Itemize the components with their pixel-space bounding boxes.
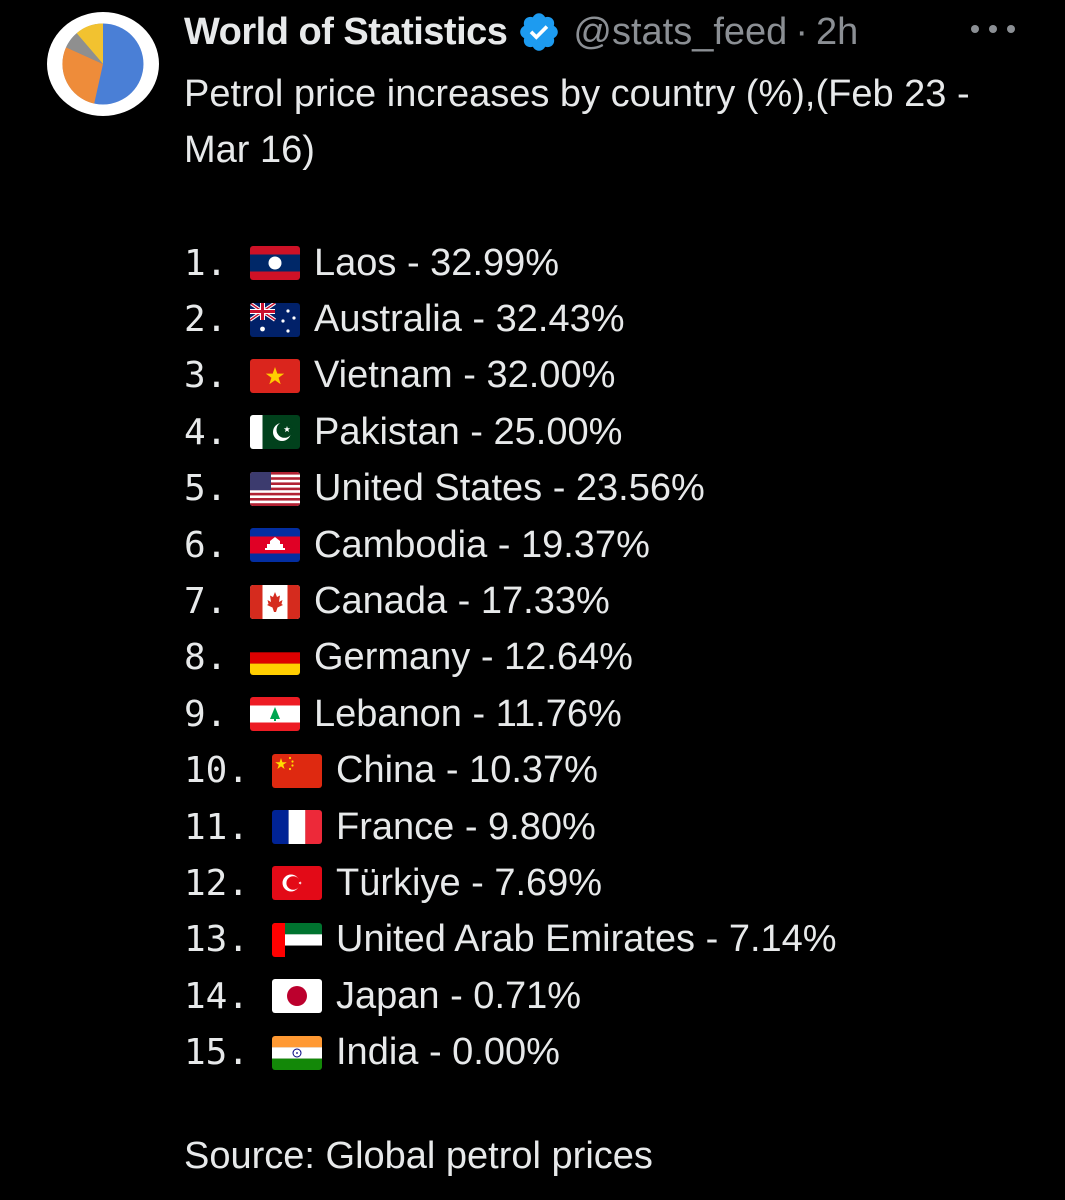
list-item: 1. Laos - 32.99%: [184, 235, 837, 291]
rank-number: 15.: [184, 1032, 250, 1074]
list-item: 13. United Arab Emirates - 7.14%: [184, 912, 837, 968]
list-item: 12. Türkiye - 7.69%: [184, 855, 837, 911]
country-label: United Arab Emirates - 7.14%: [336, 918, 837, 961]
verified-badge-icon: [520, 13, 559, 51]
more-dot: [1007, 25, 1015, 33]
rank-number: 4.: [184, 411, 228, 453]
rank-number: 6.: [184, 524, 228, 566]
rank-number: 2.: [184, 299, 228, 341]
list-item: 2. Australia - 32.43%: [184, 291, 837, 347]
rank-number: 1.: [184, 242, 228, 284]
author-name[interactable]: World of Statistics: [184, 10, 508, 53]
list-item: 11. France - 9.80%: [184, 799, 837, 855]
cambodia-flag-icon: [250, 528, 300, 563]
rank-number: 8.: [184, 637, 228, 679]
post-time[interactable]: 2h: [815, 10, 859, 53]
germany-flag-icon: [250, 640, 300, 675]
list-item: 4. Pakistan - 25.00%: [184, 404, 837, 460]
country-label: India - 0.00%: [336, 1031, 560, 1074]
lebanon-flag-icon: [250, 697, 300, 732]
ranking-list: 1. Laos - 32.99% 2. Australia - 32.43% 3…: [184, 235, 837, 1081]
avatar[interactable]: [47, 12, 159, 116]
rank-number: 13.: [184, 919, 250, 961]
author-handle[interactable]: @stats_feed: [573, 10, 788, 53]
list-item: 10. China - 10.37%: [184, 743, 837, 799]
post-title: Petrol price increases by country (%),(F…: [184, 73, 970, 171]
more-dot: [971, 25, 979, 33]
more-options-icon[interactable]: [971, 14, 1015, 44]
country-label: Lebanon - 11.76%: [314, 692, 622, 735]
rank-number: 5.: [184, 468, 228, 510]
china-flag-icon: [272, 753, 322, 788]
country-label: Canada - 17.33%: [314, 580, 610, 623]
country-label: Vietnam - 32.00%: [314, 354, 616, 397]
vietnam-flag-icon: [250, 358, 300, 393]
rank-number: 7.: [184, 581, 228, 623]
pie-chart-avatar-icon: [62, 23, 144, 105]
japan-flag-icon: [272, 979, 322, 1014]
list-item: 3. Vietnam - 32.00%: [184, 348, 837, 404]
list-item: 15. India - 0.00%: [184, 1024, 837, 1080]
country-label: Australia - 32.43%: [314, 298, 625, 341]
uae-flag-icon: [272, 922, 322, 957]
list-item: 8. Germany - 12.64%: [184, 630, 837, 686]
list-item: 5. United States - 23.56%: [184, 461, 837, 517]
post-header: World of Statistics @stats_feed · 2h: [184, 8, 858, 56]
rank-number: 10.: [184, 750, 250, 792]
australia-flag-icon: [250, 302, 300, 337]
turkiye-flag-icon: [272, 866, 322, 901]
list-item: 7. Canada - 17.33%: [184, 573, 837, 629]
country-label: Germany - 12.64%: [314, 636, 633, 679]
rank-number: 12.: [184, 862, 250, 904]
country-label: France - 9.80%: [336, 805, 596, 848]
usa-flag-icon: [250, 471, 300, 506]
rank-number: 14.: [184, 975, 250, 1017]
list-item: 14. Japan - 0.71%: [184, 968, 837, 1024]
separator-dot: ·: [795, 10, 808, 53]
rank-number: 9.: [184, 693, 228, 735]
laos-flag-icon: [250, 246, 300, 281]
india-flag-icon: [272, 1035, 322, 1070]
country-label: China - 10.37%: [336, 749, 598, 792]
country-label: Pakistan - 25.00%: [314, 410, 623, 453]
rank-number: 11.: [184, 806, 250, 848]
pakistan-flag-icon: [250, 415, 300, 450]
country-label: United States - 23.56%: [314, 467, 705, 510]
country-label: Laos - 32.99%: [314, 241, 560, 284]
list-item: 6. Cambodia - 19.37%: [184, 517, 837, 573]
country-label: Cambodia - 19.37%: [314, 523, 650, 566]
country-label: Türkiye - 7.69%: [336, 861, 603, 904]
canada-flag-icon: [250, 584, 300, 619]
more-dot: [989, 25, 997, 33]
list-item: 9. Lebanon - 11.76%: [184, 686, 837, 742]
france-flag-icon: [272, 810, 322, 845]
source-note: Source: Global petrol prices: [184, 1135, 653, 1177]
rank-number: 3.: [184, 355, 228, 397]
country-label: Japan - 0.71%: [336, 974, 582, 1017]
